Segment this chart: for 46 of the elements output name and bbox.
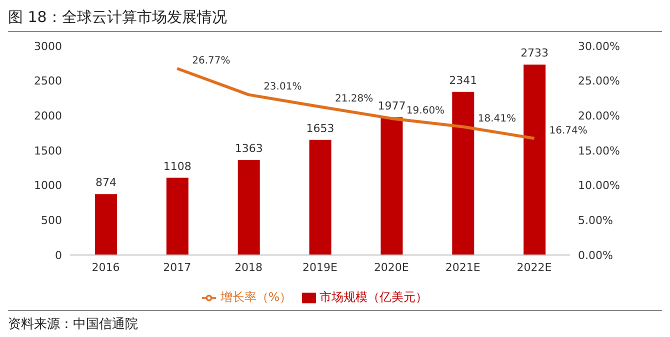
y2-tick-label: 25.00% — [578, 74, 620, 88]
x-tick-label: 2016 — [92, 260, 120, 274]
legend-label: 市场规模（亿美元） — [320, 290, 428, 304]
data-label: 23.01% — [264, 82, 302, 93]
y-tick-label: 2000 — [34, 110, 62, 123]
legend-label: 增长率（%） — [220, 290, 292, 304]
y2-tick-label: 5.00% — [578, 214, 613, 228]
y-tick-label: 500 — [41, 214, 62, 228]
chart-title: 图 18：全球云计算市场发展情况 — [8, 8, 662, 32]
data-label: 874 — [96, 176, 116, 190]
x-tick-label: 2022E — [516, 260, 552, 274]
bar — [95, 194, 117, 255]
bar — [524, 64, 546, 255]
bar — [452, 92, 474, 255]
y2-tick-label: 20.00% — [578, 110, 620, 123]
line-series — [176, 67, 536, 140]
data-label: 1363 — [234, 142, 263, 156]
data-label: 26.77% — [192, 56, 230, 66]
bar — [380, 117, 403, 255]
x-tick-label: 2019E — [302, 260, 338, 274]
x-tick-label: 2020E — [374, 260, 409, 274]
data-label: 1108 — [163, 160, 192, 173]
y-tick-label: 2500 — [34, 74, 62, 88]
x-tick-label: 2017 — [163, 260, 192, 274]
x-tick-label: 2021E — [445, 260, 480, 274]
x-tick-label: 2018 — [234, 260, 263, 274]
y-tick-label: 0 — [55, 248, 62, 262]
data-label: 2733 — [520, 46, 549, 60]
y-tick-label: 1000 — [34, 179, 62, 192]
data-label: 16.74% — [549, 125, 588, 136]
data-label: 19.60% — [406, 105, 445, 116]
data-label: 18.41% — [478, 114, 516, 125]
y2-tick-label: 0.00% — [578, 248, 613, 262]
data-label: 2341 — [449, 74, 478, 87]
y-tick-label: 3000 — [34, 40, 62, 53]
y2-tick-label: 10.00% — [578, 179, 620, 192]
y2-tick-label: 15.00% — [578, 144, 620, 158]
y-tick-label: 1500 — [34, 144, 62, 158]
data-label: 1977 — [378, 99, 406, 112]
text: 资料来源：中国信通院 — [8, 316, 139, 333]
y2-tick-label: 30.00% — [578, 40, 620, 53]
data-label: 1653 — [306, 122, 334, 135]
bar — [166, 178, 188, 255]
bar — [238, 160, 260, 255]
data-label: 21.28% — [335, 94, 374, 105]
bar — [309, 140, 332, 255]
